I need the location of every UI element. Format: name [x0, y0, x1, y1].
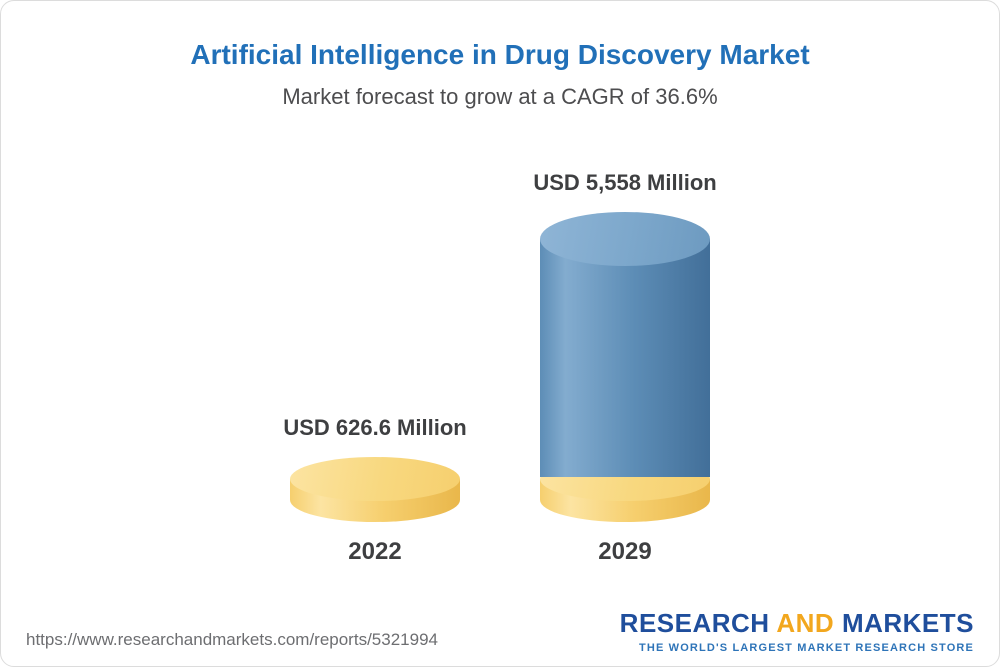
- chart-subtitle: Market forecast to grow at a CAGR of 36.…: [282, 84, 718, 109]
- cylinder: [290, 457, 460, 522]
- footer: https://www.researchandmarkets.com/repor…: [26, 608, 974, 654]
- cylinder-top: [290, 457, 460, 501]
- cylinder-2022: [290, 457, 460, 522]
- logo-tagline: THE WORLD'S LARGEST MARKET RESEARCH STOR…: [639, 642, 974, 654]
- value-label-2029: USD 5,558 Million: [533, 170, 717, 195]
- bar-group-2022: USD 626.6 Million 2022: [283, 415, 466, 566]
- bar-chart: USD 626.6 Million 2022 USD 5,558 Million…: [1, 170, 999, 566]
- x-tick-2029: 2029: [598, 538, 652, 565]
- bar-group-2029: USD 5,558 Million 2029: [533, 170, 716, 566]
- research-and-markets-logo: RESEARCH AND MARKETS THE WORLD'S LARGEST…: [620, 608, 974, 654]
- report-url: https://www.researchandmarkets.com/repor…: [26, 630, 438, 649]
- logo-word-markets: MARKETS: [841, 608, 974, 638]
- chart-title: Artificial Intelligence in Drug Discover…: [190, 39, 810, 70]
- cylinder-2029: [540, 212, 710, 522]
- logo-wordmark: RESEARCH AND MARKETS: [620, 608, 974, 639]
- cylinder-top: [540, 212, 710, 266]
- logo-word-and: AND: [776, 608, 835, 638]
- value-label-2022: USD 626.6 Million: [283, 415, 467, 440]
- logo-word-research: RESEARCH: [619, 608, 770, 638]
- cylinder-body: [540, 239, 710, 477]
- cylinder-2029-blue: [540, 212, 710, 477]
- x-tick-2022: 2022: [348, 538, 402, 565]
